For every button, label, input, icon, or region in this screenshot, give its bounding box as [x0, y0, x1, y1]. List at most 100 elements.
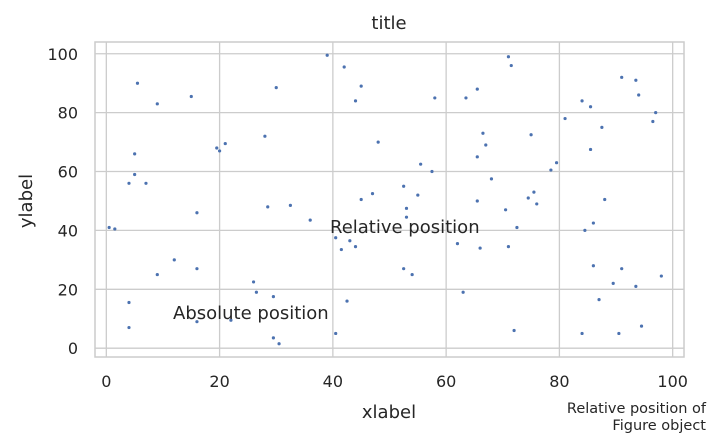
data-point: [588, 105, 593, 109]
data-point: [637, 93, 641, 97]
data-point: [189, 94, 193, 99]
data-point: [651, 119, 655, 124]
data-point: [535, 202, 539, 206]
data-point: [603, 197, 607, 202]
annotation-relative-position: Relative position: [330, 217, 480, 238]
x-tick-label: 40: [323, 372, 343, 391]
data-point: [600, 125, 604, 129]
data-point: [402, 267, 406, 271]
data-point: [461, 290, 465, 294]
data-point: [223, 141, 227, 146]
data-point: [591, 264, 595, 268]
data-point: [554, 161, 559, 165]
x-tick-label: 60: [436, 372, 456, 391]
data-point: [402, 184, 406, 188]
data-point: [410, 272, 414, 277]
data-point: [339, 247, 343, 252]
data-point: [217, 149, 222, 153]
y-tick-label: 80: [58, 104, 78, 123]
data-point: [359, 197, 363, 202]
data-point: [588, 147, 593, 152]
data-point: [430, 169, 434, 174]
data-point: [195, 211, 199, 215]
data-point: [342, 65, 346, 69]
data-point: [512, 328, 516, 333]
data-point: [617, 331, 621, 336]
data-point: [464, 96, 468, 100]
data-point: [478, 246, 482, 250]
annotation-figure-line-2: Figure object: [612, 418, 706, 434]
data-point: [353, 245, 358, 249]
annotation-figure-line-1: Relative position of: [567, 401, 707, 417]
y-tick-label: 0: [68, 339, 78, 358]
data-point: [263, 134, 267, 138]
data-point: [274, 86, 278, 90]
data-point: [583, 228, 587, 233]
data-point: [127, 181, 131, 185]
data-point: [133, 152, 137, 156]
data-point: [127, 300, 131, 305]
data-point: [529, 133, 533, 137]
x-tick-labels: 0 20 40 60 80 100: [101, 372, 688, 391]
data-point: [133, 172, 137, 177]
data-point: [266, 205, 270, 209]
data-point: [591, 221, 595, 225]
data-point: [107, 225, 111, 230]
data-point: [325, 53, 329, 57]
data-point: [620, 267, 624, 271]
data-point: [353, 99, 358, 103]
data-point: [515, 225, 519, 230]
data-point: [155, 102, 159, 106]
data-point: [481, 131, 485, 135]
data-point: [475, 87, 479, 91]
data-point: [509, 63, 513, 68]
data-point: [433, 96, 437, 100]
data-point: [475, 155, 479, 159]
data-point: [620, 75, 624, 79]
x-axis-label: xlabel: [362, 402, 416, 423]
data-point: [135, 81, 140, 85]
y-axis-label: ylabel: [16, 174, 37, 228]
data-point: [271, 295, 275, 299]
data-point: [172, 258, 176, 262]
data-point: [113, 227, 117, 231]
data-point: [195, 320, 199, 324]
data-point: [215, 146, 219, 150]
data-point: [654, 111, 658, 115]
data-point: [563, 116, 567, 121]
annotation-absolute-position: Absolute position: [173, 303, 329, 324]
data-point: [532, 190, 536, 194]
y-tick-labels: 0 20 40 60 80 100: [47, 45, 78, 358]
data-point: [144, 181, 148, 185]
data-point: [370, 192, 375, 196]
data-point: [195, 267, 199, 271]
data-point: [271, 336, 275, 340]
data-point: [334, 331, 338, 336]
data-point: [639, 324, 644, 328]
y-tick-label: 60: [58, 163, 78, 182]
data-point: [229, 318, 233, 322]
data-point: [251, 280, 256, 284]
data-point: [345, 299, 349, 303]
data-point: [475, 199, 479, 203]
x-tick-label: 20: [209, 372, 229, 391]
data-points: [107, 53, 663, 346]
data-point: [659, 274, 663, 278]
data-point: [504, 208, 508, 212]
data-point: [359, 84, 363, 88]
data-point: [611, 281, 615, 286]
grid-lines: [95, 42, 684, 357]
data-point: [334, 236, 338, 240]
data-point: [404, 215, 409, 219]
data-point: [506, 55, 511, 59]
data-point: [155, 272, 159, 277]
data-point: [489, 177, 494, 181]
data-point: [634, 284, 638, 288]
data-point: [404, 206, 409, 210]
data-point: [634, 78, 638, 82]
data-point: [348, 239, 352, 243]
data-point: [597, 297, 601, 302]
data-point: [506, 245, 511, 249]
